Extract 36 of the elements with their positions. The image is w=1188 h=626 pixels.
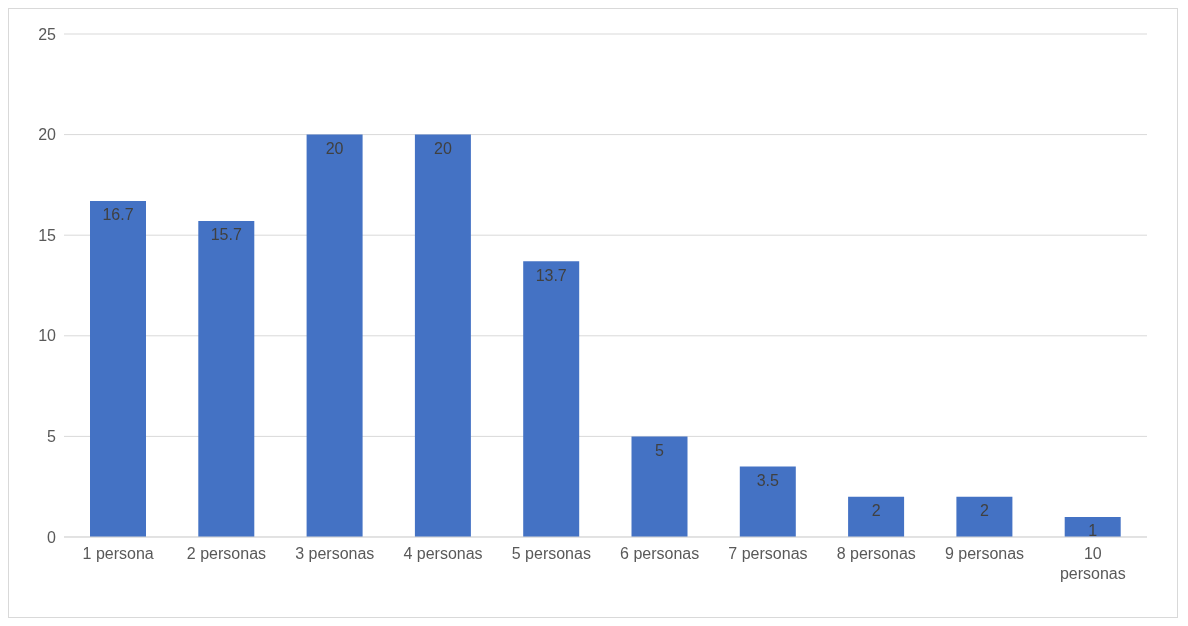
data-label: 2 [871,502,881,520]
bar [1064,516,1121,537]
x-tick-label: 2 personas [186,545,267,562]
data-label: 15.7 [210,226,242,244]
data-label: 20 [434,139,452,157]
data-label: 20 [325,139,344,157]
bar [198,221,255,537]
x-tick-label: 10 personas [1059,545,1126,582]
data-label: 13.7 [535,266,567,284]
bar [848,496,905,537]
x-tick-label: 8 personas [836,545,916,562]
bar [956,496,1013,537]
x-tick-label: 7 personas [728,545,808,562]
y-tick-label: 0 [47,528,57,546]
bar [306,134,363,537]
y-tick-label: 5 [47,428,57,446]
data-label: 2 [979,502,989,520]
y-tick-label: 15 [38,226,57,244]
x-tick-label: 9 personas [944,545,1025,562]
x-tick-label: 4 personas [403,545,483,562]
x-tick-label: 6 personas [620,545,700,562]
x-tick-label: 1 persona [82,545,154,562]
data-label: 1 [1088,522,1098,540]
x-tick-label: 5 personas [511,545,591,562]
bar [631,436,688,537]
y-tick-label: 25 [38,25,57,43]
data-label: 3.5 [756,471,780,489]
x-tick-label: 3 personas [295,545,375,562]
y-tick-label: 10 [38,327,57,345]
data-label: 16.7 [102,206,134,224]
y-tick-label: 20 [38,126,57,144]
bar [414,134,471,537]
bar [90,201,146,537]
data-label: 5 [655,441,665,459]
bar [523,261,580,537]
bar [739,466,796,537]
